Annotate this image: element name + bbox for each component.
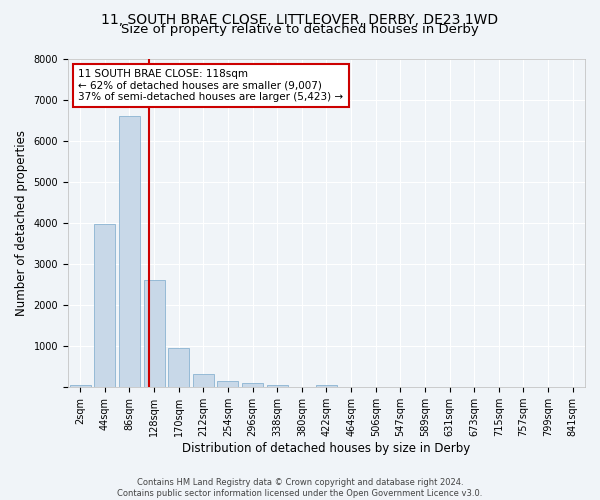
Text: 11 SOUTH BRAE CLOSE: 118sqm
← 62% of detached houses are smaller (9,007)
37% of : 11 SOUTH BRAE CLOSE: 118sqm ← 62% of det… [78,69,343,102]
Bar [70,385,91,387]
Text: Size of property relative to detached houses in Derby: Size of property relative to detached ho… [121,22,479,36]
Bar [119,116,140,387]
Bar [94,224,115,387]
Text: 11, SOUTH BRAE CLOSE, LITTLEOVER, DERBY, DE23 1WD: 11, SOUTH BRAE CLOSE, LITTLEOVER, DERBY,… [101,12,499,26]
X-axis label: Distribution of detached houses by size in Derby: Distribution of detached houses by size … [182,442,470,455]
Bar [193,374,214,387]
Text: Contains HM Land Registry data © Crown copyright and database right 2024.
Contai: Contains HM Land Registry data © Crown c… [118,478,482,498]
Bar [242,382,263,387]
Bar [316,384,337,387]
Bar [143,280,164,387]
Bar [217,382,238,387]
Bar [267,384,287,387]
Y-axis label: Number of detached properties: Number of detached properties [15,130,28,316]
Bar [168,348,189,387]
